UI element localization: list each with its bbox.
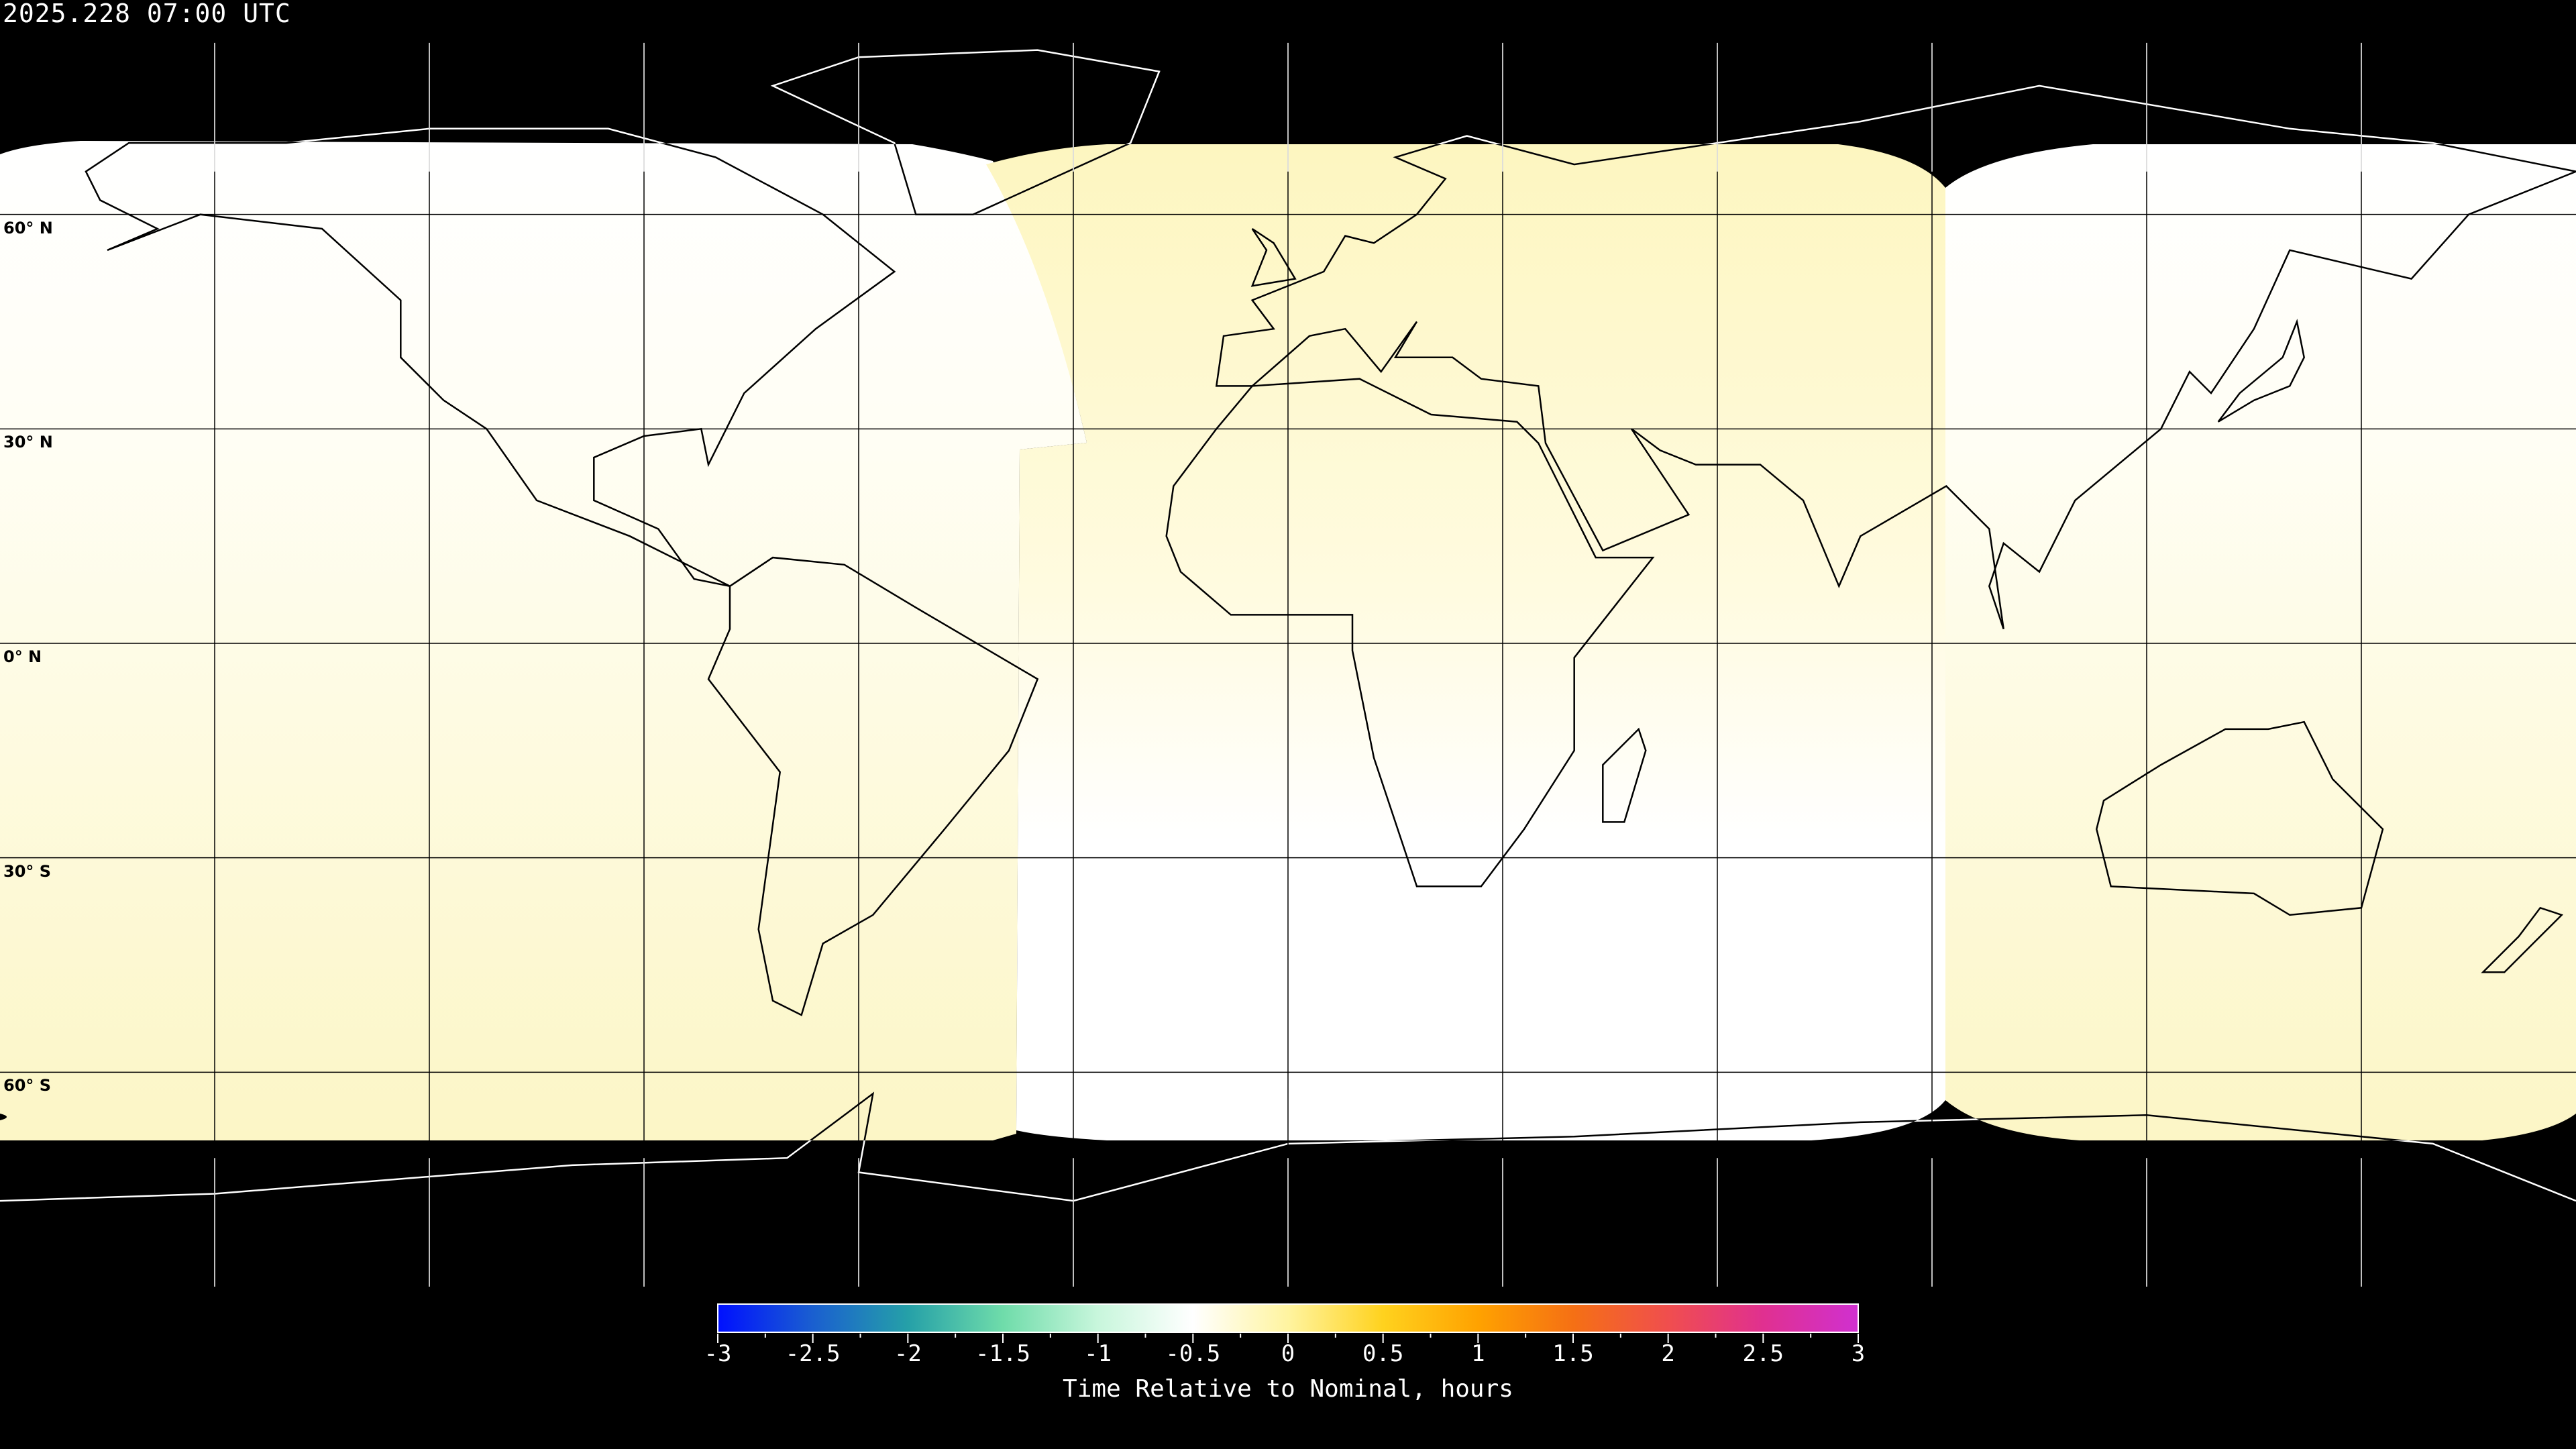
- graticule: [0, 42, 2576, 1287]
- colorbar-tick-label: 1: [1471, 1340, 1485, 1367]
- colorbar-tick-label: -1: [1084, 1340, 1112, 1367]
- coastline-madagascar: [1602, 727, 1647, 823]
- colorbar-tick-label: 1.5: [1552, 1340, 1594, 1367]
- colorbar-label: Time Relative to Nominal, hours: [1063, 1375, 1513, 1403]
- colorbar-tick-label: -3: [704, 1340, 732, 1367]
- coastline-australia: [2096, 720, 2384, 916]
- colorbar-tick-label: 0: [1281, 1340, 1295, 1367]
- colorbar-tick-label: -2.5: [785, 1340, 841, 1367]
- latitude-label: 60° N: [3, 218, 53, 237]
- colorbar-gradient: [717, 1303, 1859, 1333]
- colorbar-tick-label: 3: [1851, 1340, 1866, 1367]
- coverage-east: [1945, 144, 2576, 1140]
- coverage-regions: [0, 141, 2576, 1140]
- colorbar-tick-label: -2: [894, 1340, 922, 1367]
- coastline-north-america: [85, 141, 896, 588]
- latitude-label: 0° N: [3, 647, 42, 666]
- coverage-west: [0, 141, 1087, 1140]
- colorbar-tick-label: -1.5: [975, 1340, 1030, 1367]
- latitude-label: 30° S: [3, 861, 52, 881]
- colorbar-tick-label: 2: [1661, 1340, 1675, 1367]
- colorbar-tick-label: 2.5: [1742, 1340, 1784, 1367]
- coastline-south-america: [707, 556, 1039, 1016]
- colorbar-tick-label: -0.5: [1165, 1340, 1221, 1367]
- coastline-greenland: [770, 141, 1161, 215]
- coastline-japan: [2217, 319, 2306, 423]
- colorbar: [717, 1303, 1859, 1343]
- colorbar-tick-label: 0.5: [1362, 1340, 1404, 1367]
- coverage-center: [986, 144, 1945, 1140]
- latitude-label: 60° S: [3, 1076, 52, 1095]
- coastline-eurasia: [1215, 141, 2576, 630]
- coastline-new-zealand: [2481, 906, 2564, 973]
- latitude-label: 30° N: [3, 433, 53, 452]
- timestamp-title: 2025.228 07:00 UTC: [3, 0, 291, 28]
- world-map: [0, 42, 2576, 1287]
